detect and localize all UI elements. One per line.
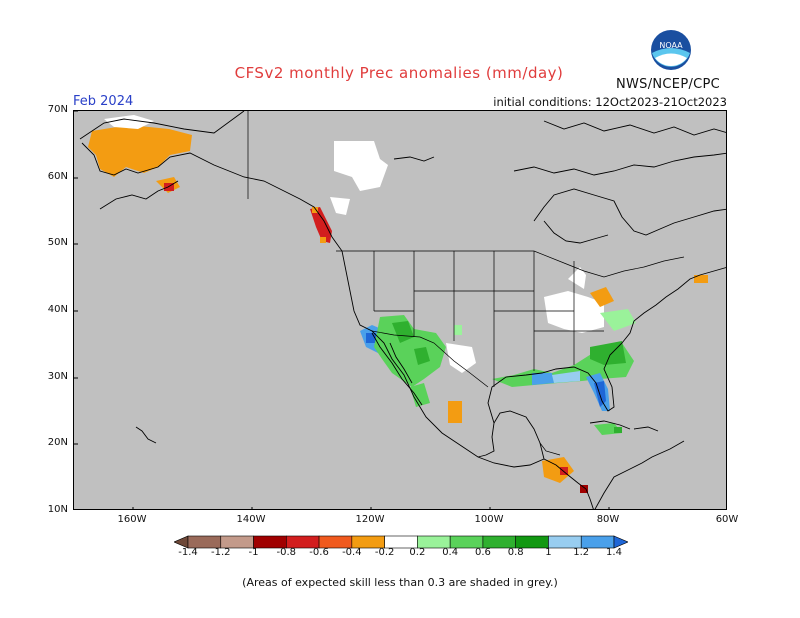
anomaly-bc-orange-2 bbox=[320, 237, 326, 243]
coast-gulf-california bbox=[389, 342, 413, 384]
logo-text: NOAA bbox=[659, 41, 683, 50]
anomaly-alaska-red bbox=[164, 183, 174, 191]
coast-hawaii bbox=[135, 426, 157, 444]
border-us-canada-east bbox=[563, 256, 685, 278]
anomaly-gulf-lightblue bbox=[552, 371, 580, 383]
colorbar-tick-label: 0.6 bbox=[474, 547, 491, 558]
coast-aleutian bbox=[99, 180, 179, 210]
coast-pacific bbox=[81, 142, 594, 509]
anomaly-louisiana-blue bbox=[532, 373, 554, 385]
chart-title: CFSv2 monthly Prec anomalies (mm/day) bbox=[234, 64, 564, 82]
anomaly-texas-white bbox=[446, 343, 476, 373]
colorbar-tick-label: -1 bbox=[248, 547, 259, 558]
agency-label: NWS/NCEP/CPC bbox=[616, 77, 721, 92]
anomaly-great-lakes-orange bbox=[590, 287, 614, 307]
coast-arctic-alaska bbox=[79, 111, 245, 140]
anomaly-socal-darkblue bbox=[366, 333, 376, 343]
anomaly-fill-layer bbox=[88, 115, 708, 493]
anomaly-alaska bbox=[88, 125, 192, 177]
coast-hudson-bay bbox=[533, 188, 726, 236]
lon-label: 120W bbox=[355, 514, 385, 525]
colorbar bbox=[173, 534, 629, 549]
anomaly-midatlantic-lightgreen bbox=[600, 309, 636, 331]
coast-cuba bbox=[589, 420, 631, 430]
anomaly-bc-orange bbox=[312, 207, 318, 213]
anomaly-alaska-north bbox=[104, 115, 154, 129]
initial-conditions: initial conditions: 12Oct2023-21Oct2023 bbox=[493, 95, 727, 109]
anomaly-bc-coast bbox=[310, 207, 332, 243]
coast-arctic-islands bbox=[543, 120, 726, 136]
border-central-america bbox=[539, 442, 561, 456]
anomaly-sonora-darkgreen bbox=[414, 347, 430, 365]
coast-baja bbox=[371, 332, 423, 406]
forecast-map bbox=[73, 110, 727, 510]
border-us-states bbox=[373, 251, 604, 387]
colorbar-tick-label: 1.2 bbox=[573, 547, 590, 558]
lat-label: 20N bbox=[47, 437, 68, 448]
anomaly-nw-mexico-green bbox=[410, 383, 430, 407]
anomaly-bc-white bbox=[330, 197, 350, 215]
lon-label: 160W bbox=[117, 514, 147, 525]
anomaly-costa-rica-darkred bbox=[580, 485, 588, 493]
lon-label: 60W bbox=[715, 514, 739, 525]
coastline-layer bbox=[79, 111, 726, 509]
anomaly-central-america-red bbox=[560, 467, 568, 475]
colorbar-tick-label: -0.2 bbox=[374, 547, 395, 558]
lat-label: 70N bbox=[47, 104, 68, 115]
colorbar-tick-label: 0.4 bbox=[442, 547, 459, 558]
colorbar-bin bbox=[613, 535, 629, 549]
lat-label: 60N bbox=[47, 171, 68, 182]
lon-label: 80W bbox=[596, 514, 620, 525]
coast-caribbean-south bbox=[594, 440, 685, 509]
coast-yucatan bbox=[477, 410, 545, 460]
anomaly-michigan-white bbox=[568, 267, 586, 289]
colorbar-tick-label: -0.8 bbox=[276, 547, 297, 558]
colorbar-tick-label: 0.8 bbox=[507, 547, 524, 558]
colorbar-tick-label: -0.6 bbox=[309, 547, 329, 558]
colorbar-tick-label: 0.2 bbox=[409, 547, 426, 558]
lon-label: 100W bbox=[474, 514, 504, 525]
lat-label: 50N bbox=[47, 237, 68, 248]
lon-label: 140W bbox=[236, 514, 266, 525]
lat-label: 30N bbox=[47, 371, 68, 382]
anomaly-central-america-orange bbox=[542, 457, 574, 483]
skill-footnote: (Areas of expected skill less than 0.3 a… bbox=[242, 576, 558, 589]
coast-great-slave bbox=[393, 156, 435, 162]
anomaly-yukon bbox=[334, 141, 388, 191]
coast-arctic-canada bbox=[513, 152, 726, 176]
colorbar-tick-label: 1 bbox=[545, 547, 552, 558]
skill-mask-background bbox=[74, 111, 726, 509]
anomaly-nova-scotia-orange bbox=[694, 275, 708, 283]
colorbar-swatches bbox=[173, 535, 629, 549]
colorbar-tick-label: -1.4 bbox=[178, 547, 198, 558]
anomaly-southwest-green bbox=[374, 315, 446, 387]
noaa-logo: NOAA bbox=[650, 29, 692, 71]
colorbar-tick-label: -0.4 bbox=[342, 547, 362, 558]
boundary-layer bbox=[247, 111, 685, 456]
lat-label: 10N bbox=[47, 504, 68, 515]
coast-james-bay bbox=[543, 220, 609, 244]
anomaly-georgia-darkgreen bbox=[590, 341, 626, 365]
anomaly-nm-lightgreen bbox=[454, 325, 462, 335]
anomaly-arizona-darkgreen bbox=[392, 321, 414, 343]
graticule-ticks bbox=[74, 111, 610, 509]
coast-hispaniola bbox=[633, 426, 659, 432]
colorbar-tick-label: -1.2 bbox=[211, 547, 231, 558]
forecast-period: Feb 2024 bbox=[73, 94, 134, 109]
colorbar-tick-label: 1.4 bbox=[606, 547, 622, 558]
border-us-mexico bbox=[371, 330, 489, 388]
anomaly-hispaniola-darkgreen bbox=[614, 427, 622, 433]
anomaly-central-mexico-orange bbox=[448, 401, 462, 423]
coast-gulf-atlantic bbox=[487, 267, 726, 424]
lat-label: 40N bbox=[47, 304, 68, 315]
